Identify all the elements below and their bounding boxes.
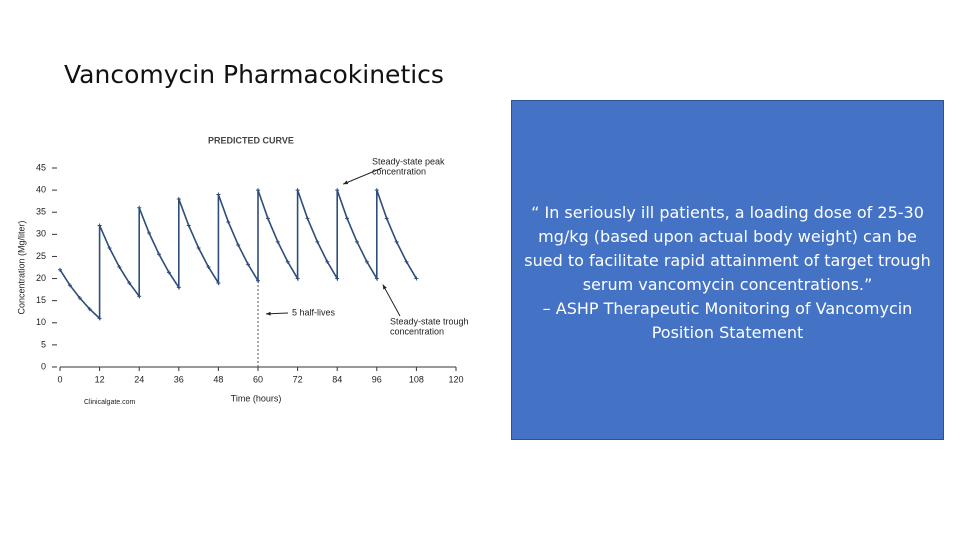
y-tick-label: 35 (36, 207, 46, 217)
point-marker (315, 239, 320, 244)
x-tick-label: 0 (57, 374, 62, 384)
point-marker (335, 276, 340, 281)
point-marker (186, 223, 191, 228)
y-tick-label: 5 (41, 339, 46, 349)
y-tick-label: 15 (36, 295, 46, 305)
point-marker (147, 231, 152, 236)
point-marker (67, 283, 72, 288)
point-marker (394, 239, 399, 244)
arrow-head (382, 284, 387, 290)
point-marker (285, 259, 290, 264)
point-marker (335, 188, 340, 193)
arrow-head (343, 180, 349, 185)
point-marker (137, 294, 142, 299)
point-marker (206, 265, 211, 270)
point-marker (176, 196, 181, 201)
x-tick-label: 60 (253, 374, 263, 384)
point-marker (295, 188, 300, 193)
y-tick-label: 30 (36, 229, 46, 239)
point-marker (374, 188, 379, 193)
point-marker (58, 267, 62, 272)
slide-title: Vancomycin Pharmacokinetics (64, 60, 444, 89)
point-marker (97, 223, 102, 228)
annotation-arrow (382, 284, 401, 317)
point-marker (236, 242, 241, 247)
quote-line: mg/kg (based upon actual body weight) ca… (538, 227, 917, 246)
point-marker (384, 216, 389, 221)
annotation-text: 5 half-lives (292, 307, 336, 317)
y-tick-label: 25 (36, 251, 46, 261)
x-tick-label: 12 (95, 374, 105, 384)
annotation-text: Steady-state peak (372, 156, 445, 166)
x-tick-label: 108 (409, 374, 424, 384)
point-marker (166, 270, 171, 275)
point-marker (216, 192, 221, 197)
point-marker (265, 216, 270, 221)
annotation-arrow (343, 167, 383, 185)
quote-line: “ In seriously ill patients, a loading d… (531, 203, 924, 222)
point-marker (117, 265, 122, 270)
y-axis-label: Concentration (Mg/liter) (16, 220, 26, 314)
chart: PREDICTED CURVE 0 5 10 15 20 25 30 35 40 45 0 12 24 36… (16, 135, 469, 406)
point-marker (345, 216, 350, 221)
point-marker (157, 252, 161, 257)
point-marker (87, 307, 92, 312)
x-tick-label: 48 (213, 374, 223, 384)
point-marker (364, 259, 369, 264)
point-marker (325, 259, 330, 264)
y-tick-label: 45 (36, 162, 46, 172)
x-tick-label: 72 (293, 374, 303, 384)
point-marker (305, 216, 310, 221)
x-axis-label: Time (hours) (231, 393, 282, 403)
line (59, 189, 418, 321)
point-marker (77, 296, 82, 301)
point-marker (127, 280, 132, 285)
point-marker (374, 276, 379, 281)
point-marker (355, 239, 359, 244)
x-tick-label: 24 (134, 374, 144, 384)
point-marker (107, 246, 112, 251)
point-marker (97, 316, 102, 321)
point-marker (256, 278, 260, 283)
quote-box: “ In seriously ill patients, a loading d… (511, 100, 944, 440)
y-tick-label: 0 (41, 361, 46, 371)
point-marker (137, 205, 142, 210)
arrow-head (266, 311, 271, 316)
annotation-text: Steady-state trough (390, 316, 469, 326)
point-marker (196, 246, 201, 251)
y-tick-label: 10 (36, 317, 46, 327)
point-marker (404, 259, 409, 264)
point-marker (295, 276, 300, 281)
chart-title: PREDICTED CURVE (208, 135, 294, 145)
point-marker (176, 285, 181, 290)
quote: “ In seriously ill patients, a loading d… (512, 201, 943, 345)
point-marker (246, 262, 251, 267)
y-tick-label: 40 (36, 184, 46, 194)
annotation-text: concentration (390, 326, 444, 336)
point-marker (275, 239, 280, 244)
x-tick-label: 96 (372, 374, 382, 384)
point-marker (216, 280, 221, 285)
x-tick-label: 84 (332, 374, 342, 384)
quote-line: sued to facilitate rapid attainment of t… (524, 251, 931, 270)
quote-line: Position Statement (651, 323, 804, 342)
source: Clinicalgate.com (84, 399, 136, 406)
quote-line: – ASHP Therapeutic Monitoring of Vancomy… (542, 299, 913, 318)
point-marker (226, 219, 231, 224)
point-marker (414, 276, 419, 281)
y-tick-label: 20 (36, 273, 46, 283)
x-tick-label: 120 (448, 374, 463, 384)
quote-line: serum vancomycin concentrations.” (582, 275, 873, 294)
point-marker (256, 188, 260, 193)
annotation-text: concentration (372, 166, 426, 176)
x-tick-label: 36 (174, 374, 184, 384)
